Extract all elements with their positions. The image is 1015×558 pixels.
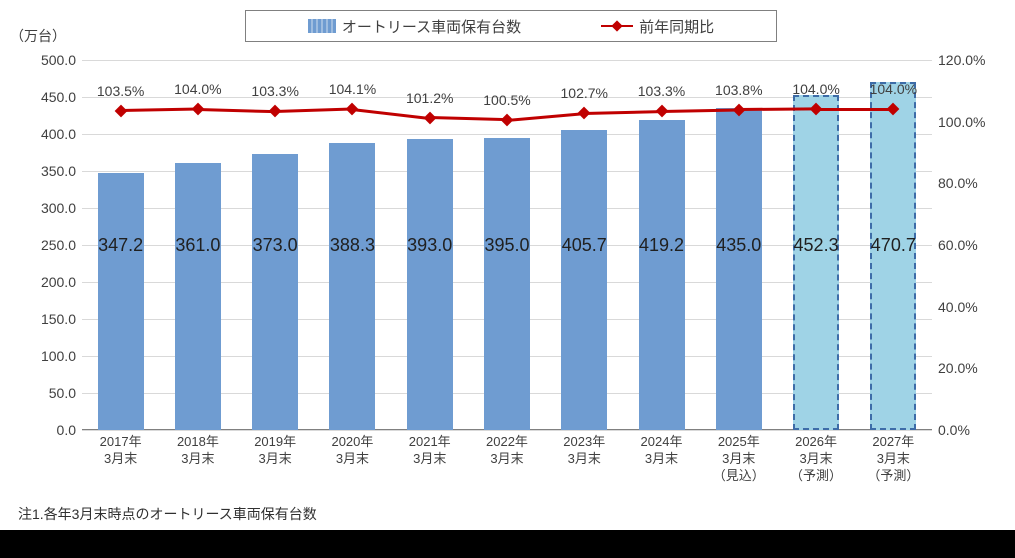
- bar-value: 470.7: [853, 235, 933, 256]
- pct-label: 100.5%: [483, 92, 530, 108]
- bar-value: 435.0: [699, 235, 779, 256]
- y-tick-left: 350.0: [41, 163, 76, 179]
- x-label: 2022年 3月末: [468, 434, 545, 468]
- pct-label: 104.0%: [792, 81, 839, 97]
- grid-line: [82, 430, 932, 431]
- y-tick-right: 0.0%: [938, 422, 970, 438]
- footnote: 注1.各年3月末時点のオートリース車両保有台数: [18, 504, 317, 524]
- y-tick-right: 120.0%: [938, 52, 985, 68]
- bar: [407, 139, 453, 430]
- pct-label: 102.7%: [561, 85, 608, 101]
- x-label: 2025年 3月末 （見込）: [700, 434, 777, 485]
- pct-label: 103.3%: [251, 83, 298, 99]
- bar: [329, 143, 375, 430]
- line-segment: [275, 108, 352, 113]
- y-tick-left: 250.0: [41, 237, 76, 253]
- legend-bar-icon: [308, 19, 336, 33]
- legend-item-bar: オートリース車両保有台数: [308, 16, 521, 37]
- grid-line: [82, 60, 932, 61]
- bar-value: 373.0: [235, 235, 315, 256]
- y-tick-right: 20.0%: [938, 360, 978, 376]
- y-tick-right: 80.0%: [938, 175, 978, 191]
- x-label: 2017年 3月末: [82, 434, 159, 468]
- y-tick-right: 40.0%: [938, 299, 978, 315]
- pct-label: 101.2%: [406, 90, 453, 106]
- x-label: 2026年 3月末 （予測）: [777, 434, 854, 485]
- bar-value: 388.3: [312, 235, 392, 256]
- y-tick-left: 100.0: [41, 348, 76, 364]
- pct-label: 104.1%: [329, 81, 376, 97]
- pct-label: 103.8%: [715, 82, 762, 98]
- bar-value: 405.7: [544, 235, 624, 256]
- x-label: 2021年 3月末: [391, 434, 468, 468]
- bar: [252, 154, 298, 430]
- legend: オートリース車両保有台数 前年同期比: [245, 10, 777, 42]
- x-label: 2027年 3月末 （予測）: [855, 434, 932, 485]
- x-label: 2023年 3月末: [546, 434, 623, 468]
- bar: [484, 138, 530, 430]
- bar-value: 452.3: [776, 235, 856, 256]
- y-tick-left: 300.0: [41, 200, 76, 216]
- legend-line-icon: [601, 25, 633, 27]
- chart-container: （万台） オートリース車両保有台数 前年同期比 0.050.0100.0150.…: [10, 10, 1005, 510]
- line-segment: [121, 108, 198, 113]
- line-segment: [584, 110, 661, 115]
- pct-label: 104.0%: [870, 81, 917, 97]
- legend-item-line: 前年同期比: [601, 16, 714, 37]
- y-tick-left: 50.0: [49, 385, 76, 401]
- x-label: 2019年 3月末: [237, 434, 314, 468]
- pct-label: 103.5%: [97, 83, 144, 99]
- line-segment: [198, 108, 275, 113]
- x-label: 2024年 3月末: [623, 434, 700, 468]
- bar-value: 395.0: [467, 235, 547, 256]
- bar-value: 347.2: [81, 235, 161, 256]
- y-tick-left: 200.0: [41, 274, 76, 290]
- y-tick-right: 60.0%: [938, 237, 978, 253]
- bar: [639, 120, 685, 430]
- legend-line-label: 前年同期比: [639, 16, 714, 37]
- bar: [175, 163, 221, 430]
- y-tick-right: 100.0%: [938, 114, 985, 130]
- y-tick-left: 0.0: [57, 422, 76, 438]
- bar-value: 361.0: [158, 235, 238, 256]
- x-label: 2020年 3月末: [314, 434, 391, 468]
- plot-area: 0.050.0100.0150.0200.0250.0300.0350.0400…: [82, 60, 932, 430]
- pct-label: 103.3%: [638, 83, 685, 99]
- footer-blackbar: [0, 530, 1015, 558]
- y-tick-left: 150.0: [41, 311, 76, 327]
- bar: [716, 108, 762, 430]
- bar: [561, 130, 607, 430]
- pct-label: 104.0%: [174, 81, 221, 97]
- unit-label: （万台）: [10, 26, 66, 46]
- bar-value: 419.2: [622, 235, 702, 256]
- bar: [793, 95, 839, 430]
- x-label: 2018年 3月末: [159, 434, 236, 468]
- y-tick-left: 450.0: [41, 89, 76, 105]
- line-segment: [507, 112, 585, 122]
- bar-value: 393.0: [390, 235, 470, 256]
- line-segment: [352, 108, 430, 120]
- legend-bar-label: オートリース車両保有台数: [342, 16, 521, 37]
- y-tick-left: 400.0: [41, 126, 76, 142]
- line-segment: [816, 108, 893, 111]
- y-tick-left: 500.0: [41, 52, 76, 68]
- bar: [98, 173, 144, 430]
- line-segment: [430, 116, 507, 121]
